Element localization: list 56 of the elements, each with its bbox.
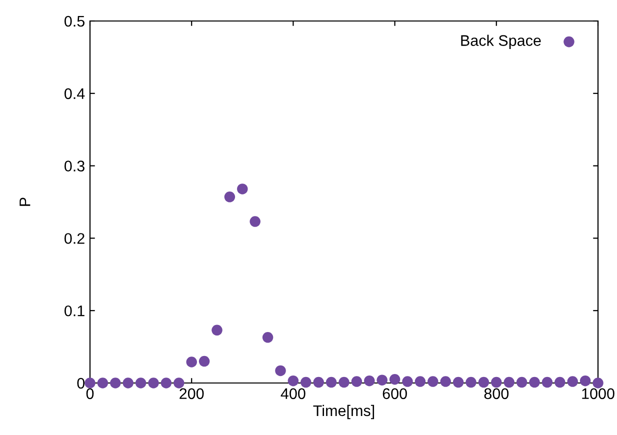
point [262,332,274,343]
point [237,184,248,194]
point [376,374,388,386]
point [288,375,299,386]
point [389,374,400,385]
point [326,376,337,388]
point [440,376,451,387]
point [313,376,324,388]
y-tick-label: 0.4 [64,88,85,100]
legend-label: Back Space [461,34,541,49]
point [148,378,159,388]
point [542,376,553,388]
x-tick-label: 400 [280,388,306,400]
point [554,376,566,388]
point [567,376,578,387]
point [452,376,464,388]
x-tick-label: 0 [86,388,94,400]
point [84,378,96,388]
x-tick-label: 1000 [582,388,614,400]
point [224,192,236,202]
y-tick-label: 0.1 [64,305,84,316]
point [122,378,134,388]
point [338,376,350,388]
y-tick-label: 0 [77,378,85,389]
x-tick-label: 600 [382,388,407,400]
point [275,365,286,376]
point [135,378,146,388]
point [300,376,312,388]
x-tick-label: 200 [180,388,204,400]
point [478,376,490,388]
point [97,378,108,388]
point [250,216,260,227]
point [529,376,540,388]
point [174,378,184,388]
y-tick-label: 0.5 [64,16,84,27]
point [466,376,476,388]
x-tick-label: 800 [484,388,509,400]
y-tick-label: 0.3 [64,160,84,172]
point [414,376,426,387]
point [212,324,222,336]
y-axis-title: P [20,198,30,206]
point [402,376,413,387]
point [160,378,172,388]
point [198,356,210,367]
point [592,378,604,388]
point [351,376,362,387]
point [110,378,121,388]
point [186,356,197,368]
point [428,376,438,387]
point [364,375,375,386]
x-axis-title: Time[ms] [313,404,374,420]
point [504,376,514,388]
point [580,375,591,386]
point [491,376,502,388]
point [516,376,528,388]
y-tick-label: 0.2 [64,233,84,244]
